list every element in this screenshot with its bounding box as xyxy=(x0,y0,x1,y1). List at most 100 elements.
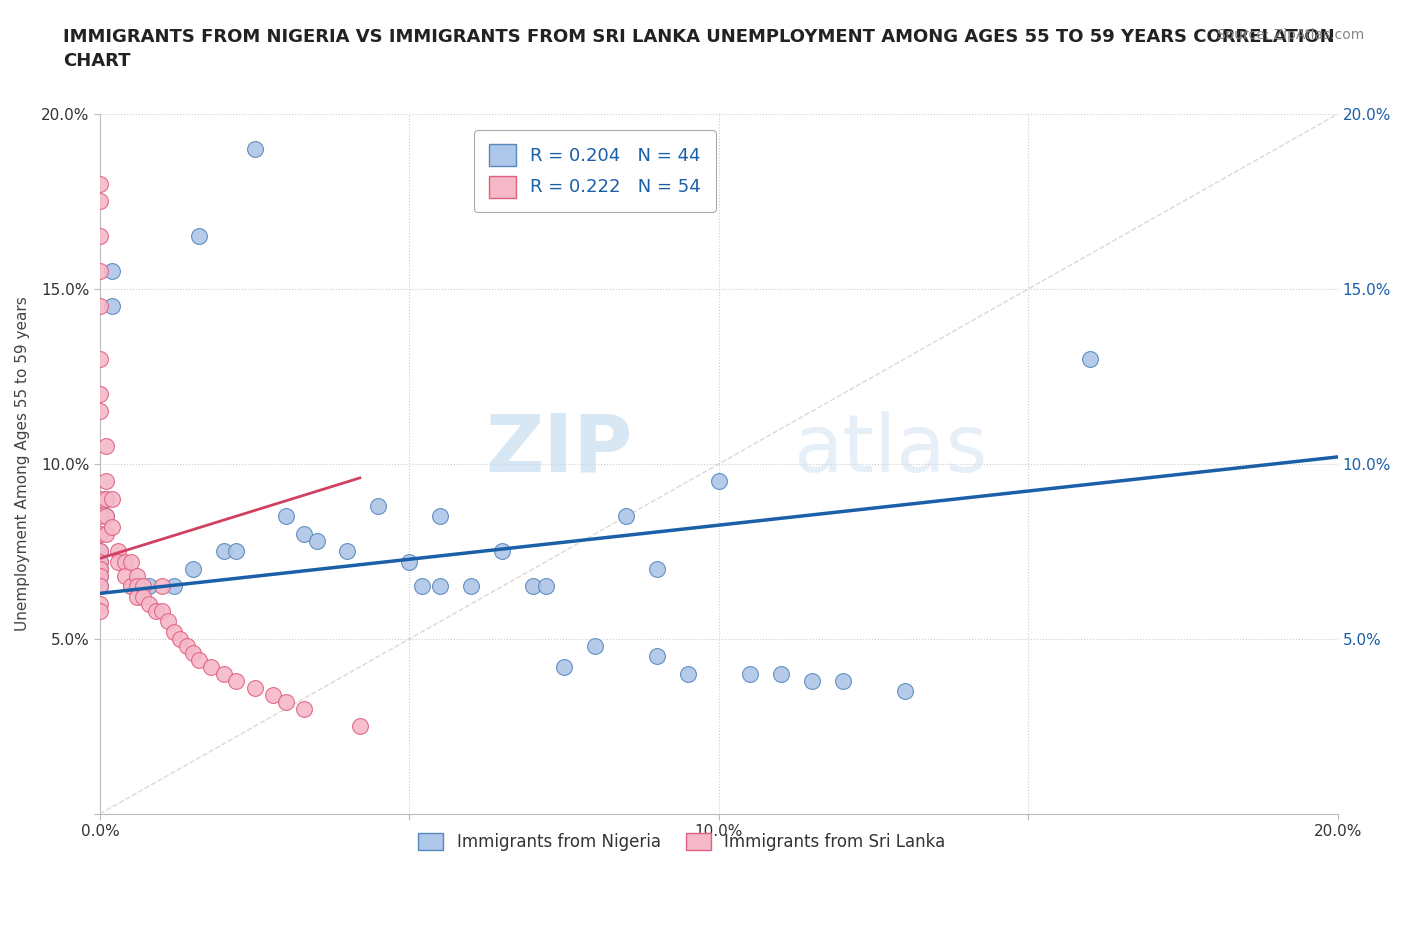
Point xyxy=(94,526,117,541)
Point xyxy=(101,264,124,279)
Point xyxy=(94,509,117,524)
Point xyxy=(225,673,247,688)
Point xyxy=(114,554,136,569)
Point xyxy=(212,667,235,682)
Point xyxy=(94,491,117,506)
Point xyxy=(138,596,160,611)
Point xyxy=(89,526,111,541)
Y-axis label: Unemployment Among Ages 55 to 59 years: Unemployment Among Ages 55 to 59 years xyxy=(15,297,30,631)
Point xyxy=(583,638,606,653)
Point xyxy=(349,719,371,734)
Point xyxy=(125,590,148,604)
Point xyxy=(132,590,155,604)
Point xyxy=(94,491,117,506)
Point xyxy=(89,579,111,594)
Point xyxy=(163,624,186,639)
Point xyxy=(89,404,111,418)
Point xyxy=(101,491,124,506)
Point xyxy=(145,604,167,618)
Point xyxy=(89,264,111,279)
Point xyxy=(89,544,111,559)
Point xyxy=(181,562,204,577)
Point xyxy=(614,509,637,524)
Point xyxy=(156,614,179,629)
Point xyxy=(200,659,222,674)
Point xyxy=(707,474,730,489)
Point xyxy=(292,526,315,541)
Point xyxy=(676,667,699,682)
Point xyxy=(212,544,235,559)
Point xyxy=(89,491,111,506)
Text: atlas: atlas xyxy=(793,411,987,489)
Point xyxy=(274,695,297,710)
Point xyxy=(645,562,668,577)
Point xyxy=(645,649,668,664)
Point xyxy=(89,562,111,577)
Text: ZIP: ZIP xyxy=(485,411,633,489)
Point xyxy=(132,579,155,594)
Point xyxy=(89,579,111,594)
Point xyxy=(411,579,433,594)
Point xyxy=(553,659,575,674)
Point xyxy=(89,562,111,577)
Point xyxy=(101,299,124,314)
Point xyxy=(125,579,148,594)
Legend: Immigrants from Nigeria, Immigrants from Sri Lanka: Immigrants from Nigeria, Immigrants from… xyxy=(412,827,952,858)
Point xyxy=(89,596,111,611)
Point xyxy=(89,194,111,209)
Point xyxy=(89,387,111,402)
Point xyxy=(89,568,111,583)
Point xyxy=(1078,352,1101,366)
Point xyxy=(94,439,117,454)
Point xyxy=(225,544,247,559)
Point xyxy=(125,568,148,583)
Point xyxy=(187,229,209,244)
Point xyxy=(89,299,111,314)
Point xyxy=(89,544,111,559)
Point xyxy=(491,544,513,559)
Point xyxy=(460,579,482,594)
Point xyxy=(534,579,557,594)
Point xyxy=(169,631,191,646)
Text: IMMIGRANTS FROM NIGERIA VS IMMIGRANTS FROM SRI LANKA UNEMPLOYMENT AMONG AGES 55 : IMMIGRANTS FROM NIGERIA VS IMMIGRANTS FR… xyxy=(63,28,1334,70)
Point xyxy=(429,579,451,594)
Point xyxy=(305,534,328,549)
Point xyxy=(831,673,853,688)
Point xyxy=(89,352,111,366)
Point xyxy=(120,579,142,594)
Point xyxy=(292,701,315,716)
Point xyxy=(138,579,160,594)
Point xyxy=(114,568,136,583)
Text: Source: ZipAtlas.com: Source: ZipAtlas.com xyxy=(1216,28,1364,42)
Point xyxy=(738,667,761,682)
Point xyxy=(769,667,792,682)
Point xyxy=(89,568,111,583)
Point xyxy=(187,653,209,668)
Point xyxy=(176,638,198,653)
Point xyxy=(800,673,823,688)
Point xyxy=(89,177,111,192)
Point xyxy=(120,579,142,594)
Point xyxy=(94,509,117,524)
Point xyxy=(163,579,186,594)
Point xyxy=(274,509,297,524)
Point xyxy=(120,554,142,569)
Point xyxy=(262,687,284,702)
Point xyxy=(367,498,389,513)
Point xyxy=(89,554,111,569)
Point xyxy=(150,604,173,618)
Point xyxy=(107,544,129,559)
Point xyxy=(89,509,111,524)
Point xyxy=(243,681,266,696)
Point xyxy=(89,554,111,569)
Point xyxy=(893,684,915,698)
Point xyxy=(107,554,129,569)
Point xyxy=(94,474,117,489)
Point xyxy=(89,526,111,541)
Point xyxy=(398,554,420,569)
Point xyxy=(181,645,204,660)
Point xyxy=(101,520,124,535)
Point xyxy=(150,579,173,594)
Point xyxy=(522,579,544,594)
Point xyxy=(89,229,111,244)
